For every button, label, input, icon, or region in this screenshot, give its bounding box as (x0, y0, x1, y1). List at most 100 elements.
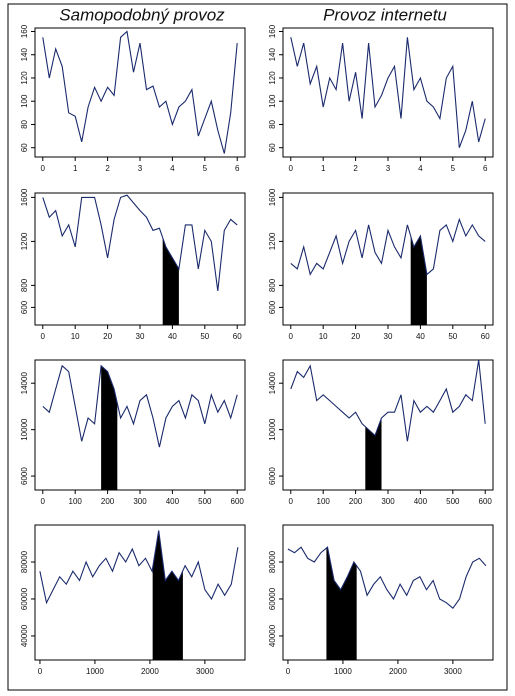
x-tick-label: 6 (235, 164, 240, 173)
x-tick-label: 600 (479, 497, 493, 506)
y-tick-label: 800 (268, 278, 277, 292)
x-tick-label: 1000 (86, 667, 104, 676)
x-tick-label: 30 (384, 332, 393, 341)
y-tick-label: 1600 (20, 188, 29, 206)
x-tick-label: 300 (133, 497, 147, 506)
x-tick-label: 500 (198, 497, 212, 506)
y-tick-label: 60 (20, 143, 29, 152)
x-tick-label: 10 (71, 332, 80, 341)
y-tick-label: 100 (20, 94, 29, 108)
x-tick-label: 4 (170, 164, 175, 173)
x-tick-label: 2 (105, 164, 110, 173)
series-line (42, 194, 238, 291)
plot-frame (34, 524, 246, 661)
x-tick-label: 60 (233, 332, 242, 341)
y-tick-label: 60000 (20, 587, 29, 610)
highlight-area (365, 418, 382, 490)
y-tick-label: 1200 (268, 232, 277, 250)
y-tick-label: 40000 (268, 624, 277, 647)
highlight-area (410, 235, 427, 325)
y-tick-label: 120 (20, 71, 29, 85)
x-tick-label: 400 (414, 497, 428, 506)
x-tick-label: 10 (319, 332, 328, 341)
x-tick-label: 5 (203, 164, 208, 173)
x-tick-label: 3 (386, 164, 391, 173)
plot-frame (34, 359, 246, 491)
x-tick-label: 0 (38, 667, 43, 676)
column-title: Provoz internetu (323, 5, 447, 24)
y-tick-label: 100 (268, 94, 277, 108)
x-tick-label: 1 (321, 164, 326, 173)
plot-frame (282, 524, 494, 661)
x-tick-label: 100 (317, 497, 331, 506)
plot-frame (282, 27, 494, 158)
y-tick-label: 10000 (20, 418, 29, 441)
x-tick-label: 400 (166, 497, 180, 506)
x-tick-label: 0 (286, 667, 291, 676)
y-tick-label: 160 (20, 24, 29, 38)
x-tick-label: 2000 (389, 667, 407, 676)
series-line (290, 217, 486, 276)
series-line (290, 359, 486, 442)
x-tick-label: 0 (41, 164, 46, 173)
plot-frame (34, 27, 246, 158)
column-title: Samopodobný provoz (59, 5, 225, 24)
x-tick-label: 100 (69, 497, 83, 506)
x-tick-label: 20 (351, 332, 360, 341)
x-tick-label: 500 (446, 497, 460, 506)
x-tick-label: 300 (381, 497, 395, 506)
x-tick-label: 2000 (141, 667, 159, 676)
x-tick-label: 1 (73, 164, 78, 173)
x-tick-label: 3 (138, 164, 143, 173)
y-tick-label: 6000 (268, 467, 277, 485)
y-tick-label: 600 (268, 300, 277, 314)
y-tick-label: 160 (268, 24, 277, 38)
y-tick-label: 600 (20, 300, 29, 314)
x-tick-label: 4 (418, 164, 423, 173)
y-tick-label: 80000 (268, 550, 277, 573)
x-tick-label: 200 (101, 497, 115, 506)
y-tick-label: 10000 (268, 418, 277, 441)
x-tick-label: 3000 (196, 667, 214, 676)
highlight-area (101, 365, 118, 490)
series-line (39, 530, 239, 605)
x-tick-label: 0 (41, 497, 46, 506)
plot-frame (282, 192, 494, 326)
y-tick-label: 140 (20, 48, 29, 62)
y-tick-label: 60 (268, 143, 277, 152)
y-tick-label: 140 (268, 48, 277, 62)
x-tick-label: 0 (41, 332, 46, 341)
x-tick-label: 0 (289, 497, 294, 506)
x-tick-label: 600 (231, 497, 245, 506)
series-line (42, 30, 238, 154)
y-tick-label: 80 (268, 119, 277, 128)
x-tick-label: 40 (168, 332, 177, 341)
y-tick-label: 120 (268, 71, 277, 85)
highlight-area (162, 237, 179, 325)
series-line (290, 37, 486, 148)
x-tick-label: 20 (103, 332, 112, 341)
x-tick-label: 50 (448, 332, 457, 341)
plot-frame (282, 359, 494, 491)
series-line (42, 364, 238, 448)
x-tick-label: 0 (289, 332, 294, 341)
x-tick-label: 60 (481, 332, 490, 341)
x-tick-label: 1000 (334, 667, 352, 676)
y-tick-label: 80 (20, 119, 29, 128)
y-tick-label: 14000 (268, 372, 277, 395)
y-tick-label: 1600 (268, 188, 277, 206)
y-tick-label: 14000 (20, 372, 29, 395)
figure-border (7, 3, 508, 691)
x-tick-label: 2 (353, 164, 358, 173)
x-tick-label: 30 (136, 332, 145, 341)
y-tick-label: 1200 (20, 232, 29, 250)
x-tick-label: 6 (483, 164, 488, 173)
y-tick-label: 80000 (20, 550, 29, 573)
x-tick-label: 50 (200, 332, 209, 341)
y-tick-label: 40000 (20, 624, 29, 647)
y-tick-label: 6000 (20, 467, 29, 485)
x-tick-label: 3000 (444, 667, 462, 676)
highlight-area (326, 547, 357, 660)
series-line (287, 546, 487, 610)
